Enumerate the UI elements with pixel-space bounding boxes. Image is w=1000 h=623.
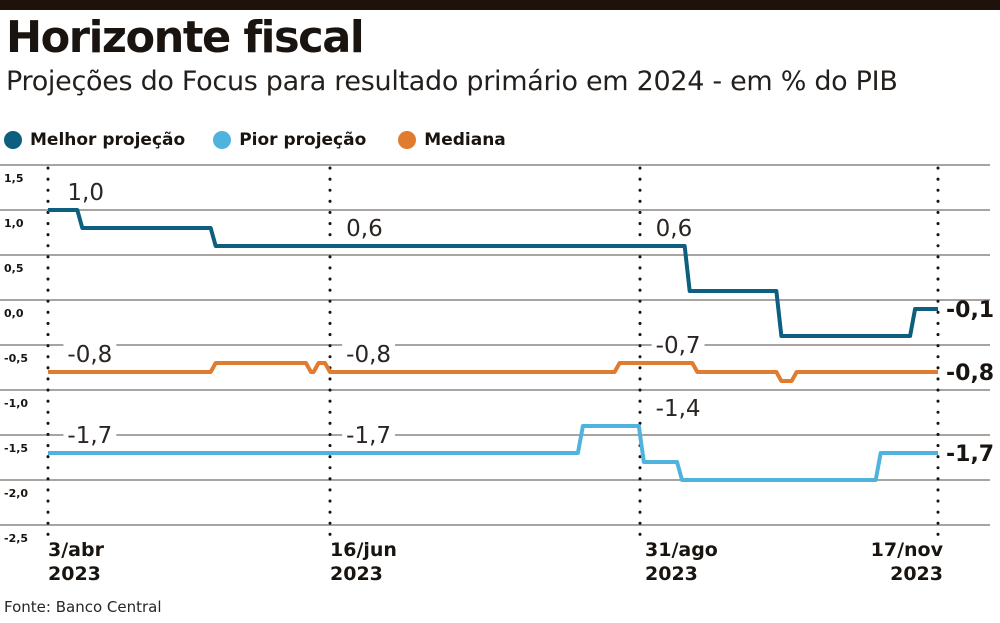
legend-label-worst: Pior projeção xyxy=(239,130,367,150)
legend-swatch-best-icon xyxy=(4,131,22,149)
x-tick-label: 3/abr xyxy=(48,539,105,561)
value-annotation: -0,8 xyxy=(67,342,112,368)
y-tick-label: -1,5 xyxy=(4,442,28,455)
y-tick-label: 1,0 xyxy=(4,217,24,230)
x-tick-label: 31/ago xyxy=(645,539,718,561)
legend-item-median: Mediana xyxy=(398,130,506,150)
series-end-label: -0,1 xyxy=(946,298,994,323)
value-annotation: 1,0 xyxy=(67,180,104,206)
value-annotation: -0,8 xyxy=(346,342,391,368)
chart-title: Horizonte fiscal xyxy=(6,12,365,63)
series-line xyxy=(48,208,938,338)
x-tick-label: 17/nov xyxy=(871,539,944,561)
series-line xyxy=(48,424,938,482)
annotation-backing xyxy=(651,218,697,242)
x-tick-label-year: 2023 xyxy=(330,563,383,585)
series-end-label: -0,8 xyxy=(946,361,994,386)
y-tick-label: 0,5 xyxy=(4,262,24,275)
annotation-backing xyxy=(651,335,705,359)
value-annotation: 0,6 xyxy=(656,216,693,242)
y-tick-label: 0,0 xyxy=(4,307,24,320)
top-rule xyxy=(0,0,1000,10)
annotation-backing xyxy=(63,182,109,206)
value-annotation: 0,6 xyxy=(346,216,383,242)
y-tick-label: 1,5 xyxy=(4,172,24,185)
y-tick-label: -2,0 xyxy=(4,487,28,500)
y-tick-label: -2,5 xyxy=(4,532,28,545)
x-tick-label-year: 2023 xyxy=(645,563,698,585)
annotation-backing xyxy=(342,344,396,368)
annotation-backing xyxy=(342,218,387,242)
legend-label-median: Mediana xyxy=(424,130,506,150)
x-tick-label-year: 2023 xyxy=(890,563,943,585)
annotation-backing xyxy=(651,398,705,422)
annotation-backing xyxy=(63,344,117,368)
legend-swatch-median-icon xyxy=(398,131,417,149)
value-annotation: -0,7 xyxy=(656,333,701,359)
y-tick-label: -1,0 xyxy=(4,397,28,410)
y-tick-label: -0,5 xyxy=(4,352,28,365)
x-tick-label: 16/jun xyxy=(330,539,397,561)
value-annotation: -1,7 xyxy=(67,423,112,449)
legend-label-best: Melhor projeção xyxy=(30,130,186,150)
source-note: Fonte: Banco Central xyxy=(4,598,162,616)
value-annotation: -1,4 xyxy=(656,396,701,422)
series-end-label: -1,7 xyxy=(946,442,994,467)
legend-swatch-worst-icon xyxy=(213,131,232,149)
annotation-backing xyxy=(342,425,396,449)
legend: Melhor projeção Pior projeção Mediana xyxy=(4,130,530,150)
legend-item-worst: Pior projeção xyxy=(213,130,366,150)
legend-item-best: Melhor projeção xyxy=(4,130,185,150)
chart-subtitle: Projeções do Focus para resultado primár… xyxy=(6,66,898,97)
series-line xyxy=(48,361,938,383)
x-tick-label-year: 2023 xyxy=(48,563,101,585)
annotation-backing xyxy=(63,425,117,449)
value-annotation: -1,7 xyxy=(346,423,391,449)
